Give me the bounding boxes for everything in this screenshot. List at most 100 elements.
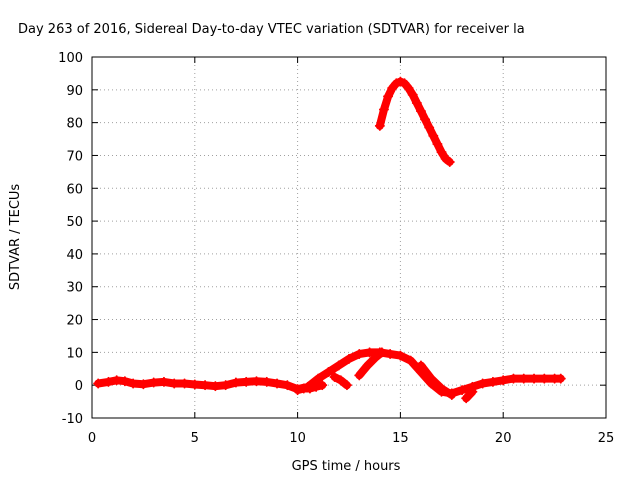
y-tick-label: -10 xyxy=(62,412,83,427)
data-point xyxy=(138,379,149,390)
data-point xyxy=(210,381,221,392)
data-point xyxy=(220,380,231,391)
data-point xyxy=(251,376,262,387)
chart-title: Day 263 of 2016, Sidereal Day-to-day VTE… xyxy=(18,22,525,37)
data-point xyxy=(370,352,381,363)
x-tick-label: 25 xyxy=(598,431,615,446)
data-point xyxy=(282,380,293,391)
y-tick-label: 20 xyxy=(66,314,83,329)
data-point xyxy=(374,120,385,131)
data-point xyxy=(158,376,169,387)
y-tick-label: 10 xyxy=(66,346,83,361)
data-point xyxy=(354,370,365,381)
y-tick-label: 0 xyxy=(75,379,83,394)
grid-lines xyxy=(92,57,606,418)
data-point xyxy=(111,375,122,386)
data-point xyxy=(376,347,387,358)
data-point xyxy=(335,375,346,386)
data-point xyxy=(311,381,322,392)
data-point xyxy=(341,380,352,391)
data-point xyxy=(362,360,373,371)
data-point xyxy=(411,97,422,108)
data-point xyxy=(383,91,394,102)
y-axis-label: SDTVAR / TECUs xyxy=(8,184,23,291)
data-point xyxy=(169,378,180,389)
data-point xyxy=(391,78,402,89)
data-point xyxy=(395,350,406,361)
data-point xyxy=(333,360,344,371)
data-point xyxy=(477,378,488,389)
data-point xyxy=(323,367,334,378)
data-point xyxy=(487,376,498,387)
y-tick-label: 80 xyxy=(66,117,83,132)
data-point xyxy=(103,376,114,387)
data-point xyxy=(148,377,159,388)
y-tick-label: 30 xyxy=(66,281,83,296)
data-point xyxy=(424,122,435,133)
data-point xyxy=(387,83,398,94)
data-point xyxy=(539,373,550,384)
data-point xyxy=(292,385,303,396)
data-point xyxy=(446,390,457,401)
data-point xyxy=(119,376,130,387)
data-point xyxy=(354,349,365,360)
data-point xyxy=(179,378,190,389)
y-tick-label: 60 xyxy=(66,182,83,197)
data-point xyxy=(313,373,324,384)
x-tick-label: 0 xyxy=(88,431,96,446)
data-point xyxy=(405,355,416,366)
data-point xyxy=(344,353,354,364)
data-point xyxy=(518,373,529,384)
data-point xyxy=(461,393,472,404)
data-point xyxy=(403,83,414,94)
data-point xyxy=(395,76,406,87)
axis-ticks: -10 0 10 20 30 40 50 60 70 80 90 100 0 5 10 15 20 25 xyxy=(58,51,614,446)
data-point xyxy=(189,379,200,390)
series-line xyxy=(355,348,386,380)
series-line xyxy=(417,361,456,399)
x-tick-label: 10 xyxy=(289,431,306,446)
x-tick-label: 20 xyxy=(495,431,512,446)
data-point xyxy=(378,104,389,115)
data-point xyxy=(272,378,283,389)
x-axis-label: GPS time / hours xyxy=(292,459,401,474)
data-point xyxy=(407,89,418,100)
data-point xyxy=(555,373,566,384)
data-series xyxy=(93,76,566,404)
data-point xyxy=(385,349,396,360)
data-point xyxy=(93,378,104,389)
data-point xyxy=(261,376,272,387)
data-point xyxy=(329,371,340,382)
data-point xyxy=(428,130,439,141)
data-point xyxy=(436,147,447,158)
data-point xyxy=(529,373,540,384)
data-point xyxy=(399,78,410,89)
plot-frame xyxy=(91,56,607,419)
data-point xyxy=(317,380,328,391)
y-tick-label: 70 xyxy=(66,149,83,164)
y-tick-label: 90 xyxy=(66,84,83,99)
data-point xyxy=(420,114,431,125)
data-point xyxy=(467,386,478,397)
data-point xyxy=(415,360,426,371)
data-point xyxy=(364,347,375,358)
y-tick-label: 40 xyxy=(66,248,83,263)
x-tick-label: 5 xyxy=(191,431,199,446)
data-point xyxy=(457,385,468,396)
data-point xyxy=(498,375,509,386)
data-point xyxy=(128,378,139,389)
data-point xyxy=(304,383,315,394)
series-line xyxy=(375,77,454,166)
data-point xyxy=(432,138,443,149)
data-point xyxy=(415,106,426,117)
data-point xyxy=(230,377,241,388)
data-point xyxy=(444,157,455,168)
data-point xyxy=(436,383,447,394)
data-point xyxy=(241,376,252,387)
data-point xyxy=(200,380,211,391)
data-point xyxy=(426,373,437,384)
x-tick-label: 15 xyxy=(392,431,409,446)
y-tick-label: 100 xyxy=(58,51,83,66)
y-tick-label: 50 xyxy=(66,215,83,230)
